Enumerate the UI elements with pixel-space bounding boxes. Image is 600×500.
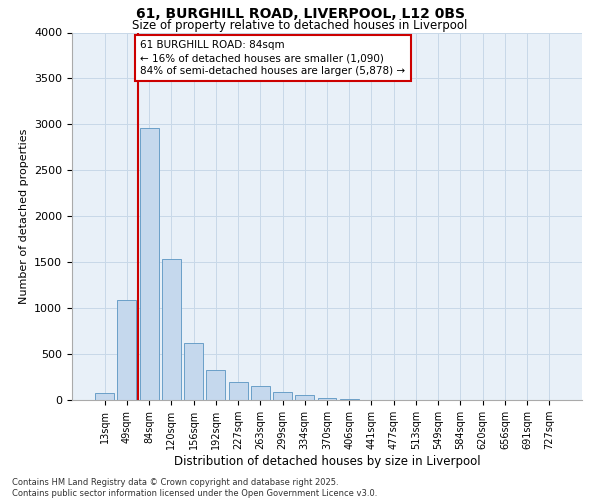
Bar <box>340 399 359 400</box>
Text: 61 BURGHILL ROAD: 84sqm
← 16% of detached houses are smaller (1,090)
84% of semi: 61 BURGHILL ROAD: 84sqm ← 16% of detache… <box>140 40 406 76</box>
Bar <box>273 392 292 400</box>
Bar <box>295 396 314 400</box>
Y-axis label: Number of detached properties: Number of detached properties <box>19 128 29 304</box>
Bar <box>317 398 337 400</box>
X-axis label: Distribution of detached houses by size in Liverpool: Distribution of detached houses by size … <box>173 455 481 468</box>
Bar <box>162 260 181 400</box>
Text: 61, BURGHILL ROAD, LIVERPOOL, L12 0BS: 61, BURGHILL ROAD, LIVERPOOL, L12 0BS <box>136 8 464 22</box>
Text: Size of property relative to detached houses in Liverpool: Size of property relative to detached ho… <box>133 19 467 32</box>
Bar <box>140 128 158 400</box>
Bar <box>251 386 270 400</box>
Bar <box>118 300 136 400</box>
Bar <box>229 382 248 400</box>
Bar <box>184 343 203 400</box>
Bar <box>206 370 225 400</box>
Bar <box>95 393 114 400</box>
Text: Contains HM Land Registry data © Crown copyright and database right 2025.
Contai: Contains HM Land Registry data © Crown c… <box>12 478 377 498</box>
